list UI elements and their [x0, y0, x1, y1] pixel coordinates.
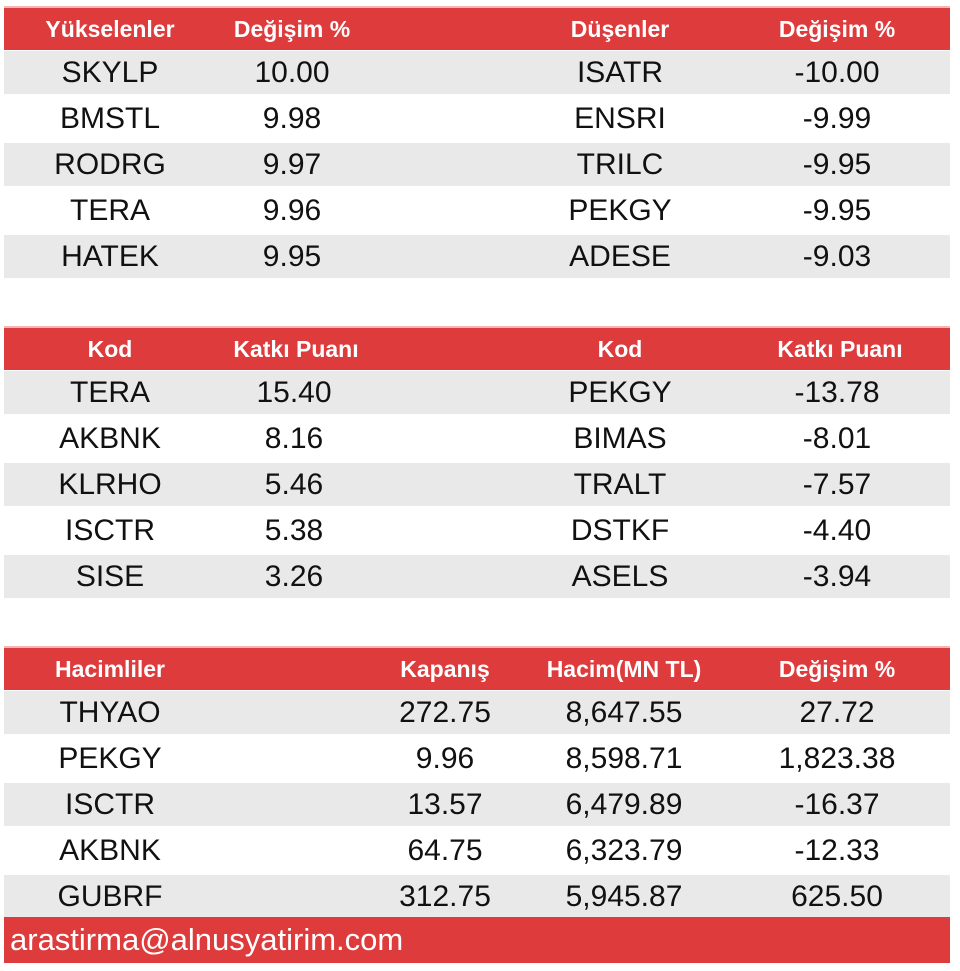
gainer-code: HATEK	[61, 240, 159, 273]
positive-contribution: 5.38	[264, 514, 324, 547]
loser-change: -10.00	[794, 56, 880, 89]
table-row: SKYLP 10.00 ISATR -10.00	[4, 51, 950, 94]
negative-code: ASELS	[571, 560, 669, 593]
change-value: 27.72	[799, 696, 875, 729]
header-contribution: Katkı Puanı	[233, 336, 359, 362]
table-row: PEKGY 9.96 8,598.71 1,823.38	[4, 737, 950, 780]
negative-code: DSTKF	[570, 514, 670, 547]
volume-value: 8,647.55	[565, 696, 683, 729]
volume-value: 6,323.79	[565, 834, 683, 867]
header-gainers: Yükselenler	[45, 16, 175, 42]
gainer-code: TERA	[69, 194, 151, 227]
volume-code: THYAO	[59, 696, 161, 729]
negative-code: PEKGY	[568, 376, 672, 409]
header-volume: Hacim(MN TL)	[546, 656, 702, 682]
close-price: 312.75	[399, 880, 491, 913]
positive-code: AKBNK	[59, 422, 161, 455]
change-value: 1,823.38	[778, 742, 896, 775]
close-price: 13.57	[407, 788, 483, 821]
gainer-code: BMSTL	[59, 102, 161, 135]
volume-value: 8,598.71	[565, 742, 683, 775]
gainer-change: 10.00	[254, 56, 330, 89]
table-row: ISCTR 13.57 6,479.89 -16.37	[4, 783, 950, 826]
gainer-change: 9.98	[262, 102, 322, 135]
table-row: SISE 3.26 ASELS -3.94	[4, 555, 950, 598]
table-row: ISCTR 5.38 DSTKF -4.40	[4, 509, 950, 552]
positive-code: TERA	[69, 376, 151, 409]
table-row: GUBRF 312.75 5,945.87 625.50	[4, 875, 950, 918]
change-value: -16.37	[794, 788, 880, 821]
gainer-change: 9.95	[262, 240, 322, 273]
contact-email: arastirma@alnusyatirim.com	[10, 922, 404, 957]
table-row: TERA 9.96 PEKGY -9.95	[4, 189, 950, 232]
positive-code: ISCTR	[65, 514, 155, 547]
negative-code: BIMAS	[573, 422, 667, 455]
negative-contribution: -4.40	[802, 514, 872, 547]
gainer-code: RODRG	[54, 148, 166, 181]
table-row: RODRG 9.97 TRILC -9.95	[4, 143, 950, 186]
header-code: Kod	[597, 336, 643, 362]
header-losers-change: Değişim %	[778, 16, 896, 42]
positive-contribution: 3.26	[264, 560, 324, 593]
loser-code: PEKGY	[568, 194, 672, 227]
loser-code: ENSRI	[574, 102, 666, 135]
loser-code: TRILC	[576, 148, 664, 181]
gainer-change: 9.96	[262, 194, 322, 227]
close-price: 9.96	[415, 742, 475, 775]
volume-code: AKBNK	[59, 834, 161, 867]
header-change: Değişim %	[778, 656, 896, 682]
volume-code: PEKGY	[58, 742, 162, 775]
volume-value: 6,479.89	[565, 788, 683, 821]
loser-change: -9.95	[802, 194, 872, 227]
table-row: BMSTL 9.98 ENSRI -9.99	[4, 97, 950, 140]
close-price: 272.75	[399, 696, 491, 729]
negative-contribution: -8.01	[802, 422, 872, 455]
gainer-change: 9.97	[262, 148, 322, 181]
contribution-header: Kod Katkı Puanı Kod Katkı Puanı	[4, 326, 950, 370]
negative-contribution: -7.57	[802, 468, 872, 501]
table-row: AKBNK 64.75 6,323.79 -12.33	[4, 829, 950, 872]
loser-code: ADESE	[569, 240, 671, 273]
loser-change: -9.03	[802, 240, 872, 273]
header-code: Kod	[87, 336, 133, 362]
table-row: THYAO 272.75 8,647.55 27.72	[4, 691, 950, 734]
negative-code: TRALT	[573, 468, 667, 501]
positive-code: SISE	[75, 560, 145, 593]
loser-change: -9.95	[802, 148, 872, 181]
header-volume-leaders: Hacimliler	[55, 656, 165, 682]
table-row: KLRHO 5.46 TRALT -7.57	[4, 463, 950, 506]
volume-value: 5,945.87	[565, 880, 683, 913]
header-losers: Düşenler	[570, 16, 670, 42]
negative-contribution: -3.94	[802, 560, 872, 593]
footer-bar: arastirma@alnusyatirim.com	[4, 917, 950, 963]
positive-contribution: 8.16	[264, 422, 324, 455]
positive-contribution: 5.46	[264, 468, 324, 501]
change-value: 625.50	[791, 880, 883, 913]
gainers-losers-header: Yükselenler Değişim % Düşenler Değişim %	[4, 6, 950, 50]
negative-contribution: -13.78	[794, 376, 880, 409]
table-row: TERA 15.40 PEKGY -13.78	[4, 371, 950, 414]
table-row: AKBNK 8.16 BIMAS -8.01	[4, 417, 950, 460]
loser-change: -9.99	[802, 102, 872, 135]
positive-code: KLRHO	[58, 468, 162, 501]
volume-code: GUBRF	[57, 880, 163, 913]
table-row: HATEK 9.95 ADESE -9.03	[4, 235, 950, 278]
header-gainers-change: Değişim %	[233, 16, 351, 42]
header-close: Kapanış	[400, 656, 490, 682]
change-value: -12.33	[794, 834, 880, 867]
positive-contribution: 15.40	[256, 376, 332, 409]
volume-code: ISCTR	[65, 788, 155, 821]
header-contribution: Katkı Puanı	[777, 336, 903, 362]
volume-header: Hacimliler Kapanış Hacim(MN TL) Değişim …	[4, 646, 950, 690]
gainer-code: SKYLP	[61, 56, 159, 89]
close-price: 64.75	[407, 834, 483, 867]
loser-code: ISATR	[576, 56, 664, 89]
